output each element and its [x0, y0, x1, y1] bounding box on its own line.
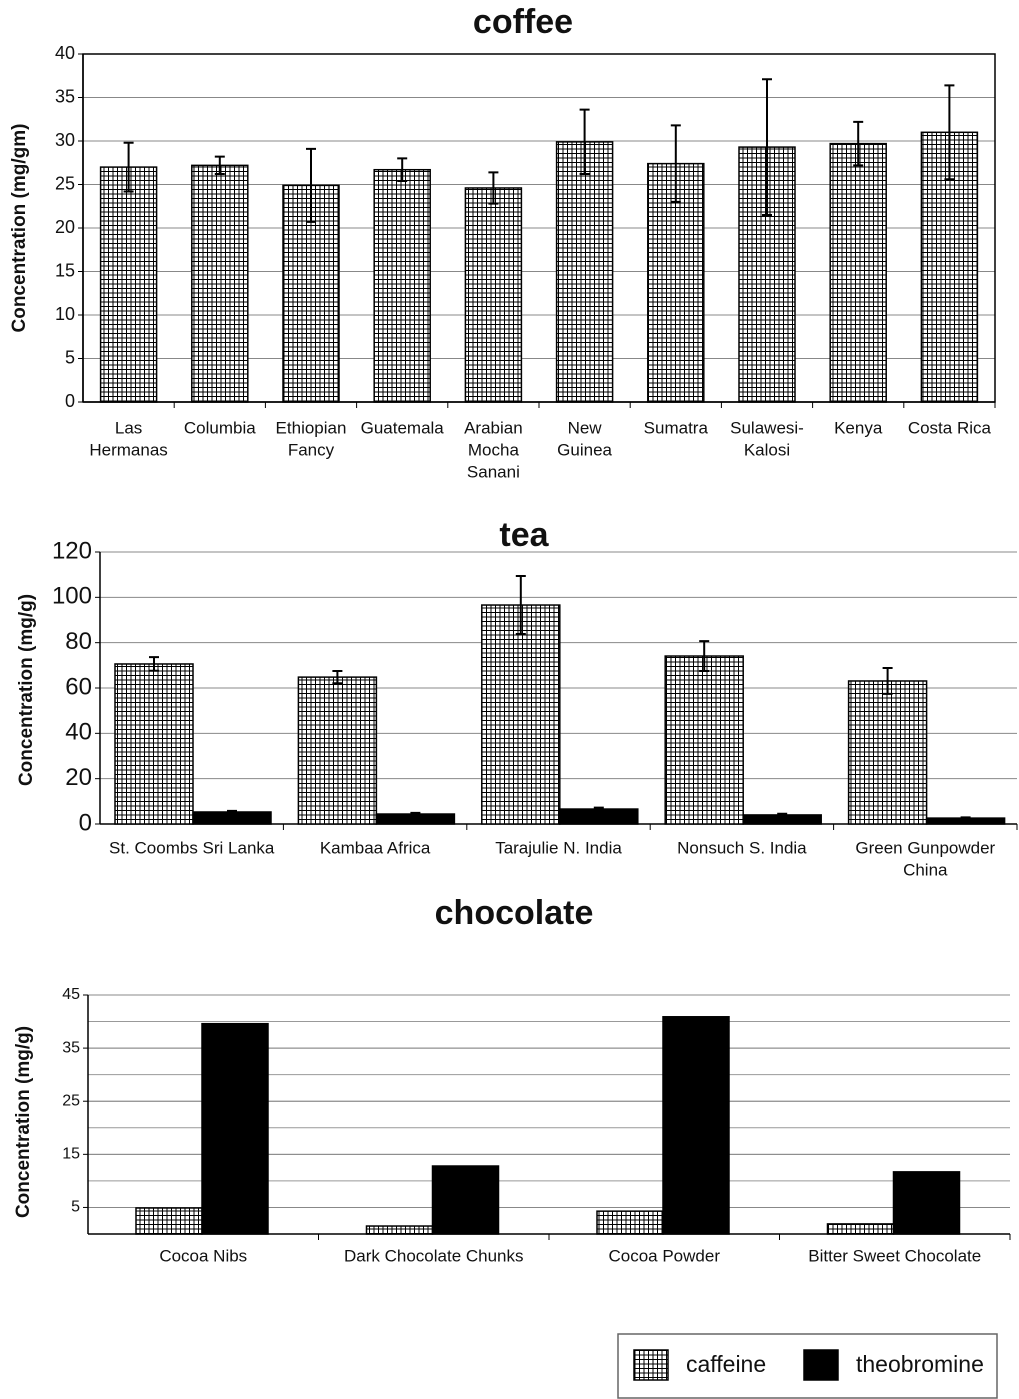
- bar: [201, 1022, 269, 1235]
- error-bar: [123, 141, 134, 193]
- y-tick-label: 30: [55, 130, 75, 150]
- x-tick-label: Costa Rica: [908, 418, 992, 437]
- x-tick-label: Kambaa Africa: [320, 838, 431, 857]
- y-tick-label: 120: [52, 537, 92, 564]
- y-tick-label: 5: [71, 1199, 80, 1216]
- y-axis-label: Concentration (mg/gm): [9, 124, 30, 333]
- bar: [464, 187, 523, 403]
- error-bar: [944, 84, 955, 181]
- error-bar: [306, 147, 316, 223]
- bar: [373, 168, 431, 403]
- y-tick-label: 40: [55, 43, 75, 63]
- bar: [99, 166, 158, 403]
- bar: [135, 1207, 203, 1235]
- error-bar: [853, 120, 864, 167]
- x-tick-label: New: [568, 418, 603, 437]
- x-tick-label: Kalosi: [744, 440, 790, 459]
- legend-swatch: [633, 1349, 669, 1381]
- y-tick-label: 25: [55, 173, 75, 193]
- error-bar: [410, 811, 421, 817]
- x-tick-label: Guatemala: [361, 418, 445, 437]
- legend-label: theobromine: [856, 1351, 984, 1377]
- y-tick-label: 10: [55, 304, 75, 324]
- y-tick-label: 25: [62, 1092, 80, 1109]
- error-bar: [593, 806, 604, 812]
- x-tick-label: Columbia: [184, 418, 256, 437]
- x-tick-label: Bitter Sweet Chocolate: [808, 1246, 981, 1265]
- error-bar: [515, 575, 526, 636]
- x-tick-label: Kenya: [834, 418, 883, 437]
- y-axis-label: Concentration (mg/g): [13, 1026, 34, 1218]
- x-tick-label: Arabian: [464, 418, 523, 437]
- error-bar: [214, 155, 225, 176]
- bar: [191, 164, 249, 403]
- bar: [365, 1225, 434, 1235]
- y-tick-label: 20: [55, 217, 75, 237]
- y-tick-label: 35: [55, 86, 75, 106]
- chart-title: chocolate: [435, 894, 594, 932]
- x-tick-label: St. Coombs Sri Lanka: [109, 838, 275, 857]
- x-tick-label: Nonsuch S. India: [677, 838, 807, 857]
- y-tick-label: 40: [65, 719, 92, 746]
- y-tick-label: 35: [62, 1039, 80, 1056]
- bar: [892, 1171, 961, 1235]
- error-bar: [960, 816, 971, 820]
- error-bar: [699, 640, 710, 672]
- bar: [847, 680, 928, 825]
- bar: [829, 142, 887, 403]
- error-bar: [149, 656, 159, 672]
- x-tick-label: Fancy: [288, 440, 335, 459]
- x-tick-label: Hermanas: [89, 440, 167, 459]
- y-tick-label: 100: [52, 583, 92, 610]
- y-tick-label: 0: [65, 391, 75, 411]
- error-bar: [579, 108, 590, 176]
- y-tick-label: 80: [65, 628, 92, 655]
- x-tick-label: Sumatra: [644, 418, 709, 437]
- bar: [662, 1016, 730, 1235]
- x-tick-label: China: [903, 860, 948, 879]
- bar: [555, 141, 614, 403]
- error-bar: [762, 78, 772, 216]
- x-tick-label: Mocha: [468, 440, 520, 459]
- x-tick-label: Green Gunpowder: [855, 838, 995, 857]
- error-bar: [670, 124, 681, 203]
- x-tick-label: Cocoa Powder: [608, 1246, 720, 1265]
- bar: [431, 1165, 500, 1235]
- bar: [297, 676, 378, 825]
- y-tick-label: 0: [79, 809, 92, 836]
- bar: [647, 162, 705, 403]
- error-bar: [332, 670, 343, 685]
- bar: [826, 1223, 895, 1235]
- x-tick-label: Ethiopian: [276, 418, 347, 437]
- legend-label: caffeine: [686, 1351, 766, 1377]
- y-tick-label: 60: [65, 673, 92, 700]
- x-tick-label: Sulawesi-: [730, 418, 804, 437]
- x-tick-label: Sanani: [467, 462, 520, 481]
- y-tick-label: 20: [65, 764, 92, 791]
- error-bar: [227, 809, 237, 815]
- y-tick-label: 5: [65, 347, 75, 367]
- x-tick-label: Las: [115, 418, 142, 437]
- error-bar: [397, 157, 408, 183]
- x-tick-label: Tarajulie N. India: [495, 838, 622, 857]
- chart-title: coffee: [473, 3, 573, 41]
- x-tick-label: Cocoa Nibs: [159, 1246, 247, 1265]
- error-bar: [882, 667, 893, 695]
- x-tick-label: Guinea: [557, 440, 612, 459]
- x-tick-label: Dark Chocolate Chunks: [344, 1246, 524, 1265]
- legend-swatch: [803, 1349, 839, 1381]
- bar: [664, 655, 744, 825]
- bar: [596, 1210, 664, 1235]
- y-tick-label: 15: [62, 1146, 80, 1163]
- bar: [114, 663, 194, 825]
- error-bar: [777, 812, 788, 818]
- y-tick-label: 45: [62, 986, 80, 1003]
- y-axis-label: Concentration (mg/g): [16, 594, 37, 786]
- chart-title: tea: [499, 516, 549, 554]
- y-tick-label: 15: [55, 260, 75, 280]
- error-bar: [488, 171, 499, 205]
- bar: [481, 604, 561, 825]
